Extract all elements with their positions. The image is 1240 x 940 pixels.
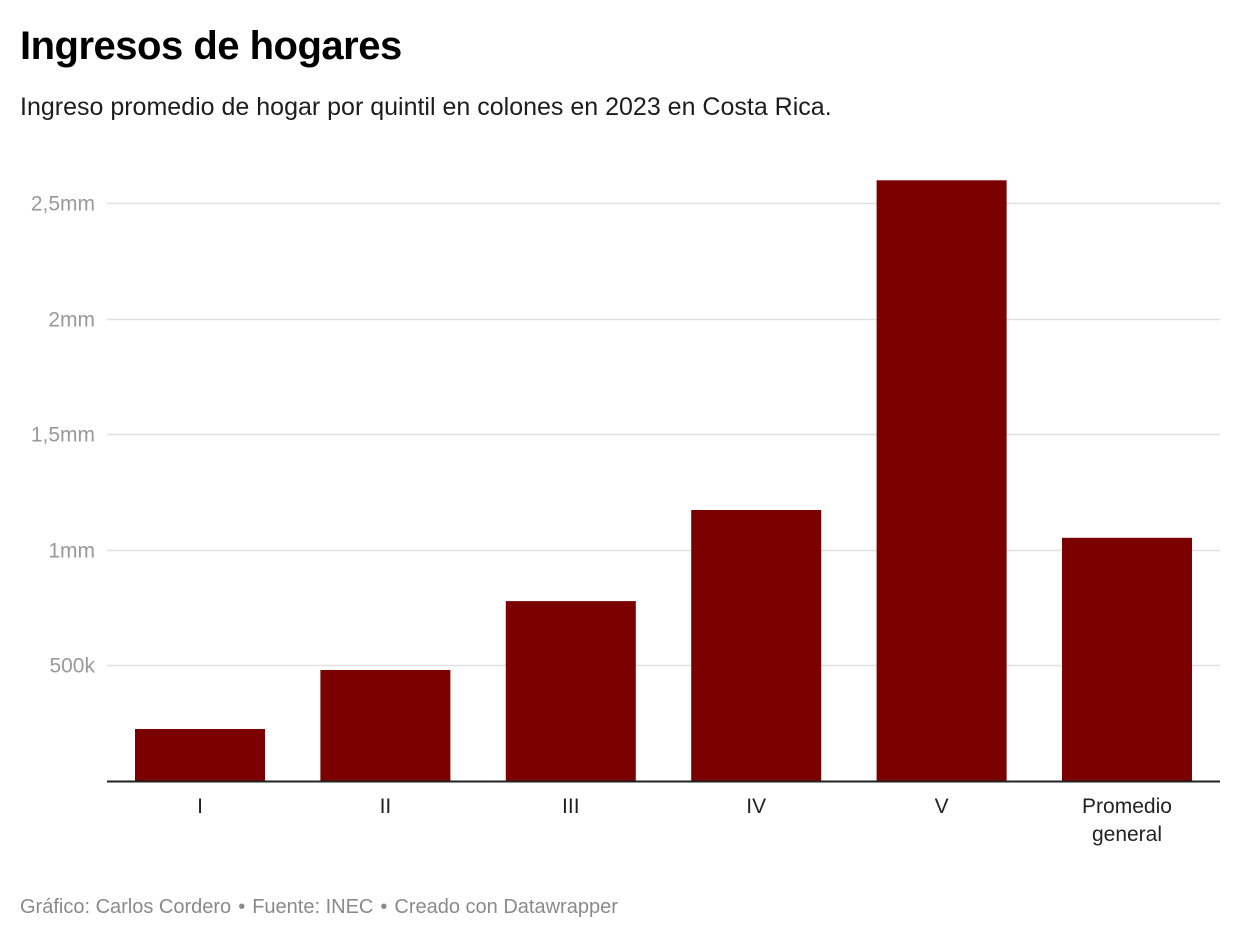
x-category-label-line: III (562, 795, 580, 818)
chart-subtitle: Ingreso promedio de hogar por quintil en… (20, 93, 832, 121)
chart-title: Ingresos de hogares (20, 24, 402, 68)
footer-source: Fuente: INEC (252, 896, 374, 918)
x-category-label: III (562, 795, 580, 818)
x-category-label: I (197, 795, 203, 818)
footer-tool: Creado con Datawrapper (394, 896, 618, 918)
bar (135, 729, 265, 781)
x-category-label-line: Promedio (1082, 795, 1172, 818)
x-category-label: V (935, 795, 949, 818)
footer-separator: • (380, 896, 388, 918)
y-tick-label: 500k (49, 655, 95, 678)
chart-footer: Gráfico: Carlos Cordero • Fuente: INEC • Cre… (20, 893, 618, 921)
bar (1062, 537, 1192, 781)
bars (135, 180, 1192, 782)
x-category-label: IV (746, 795, 766, 818)
y-tick-label: 1,5mm (31, 424, 95, 447)
y-tick-label: 2,5mm (31, 193, 95, 216)
x-category-label-line: I (197, 795, 203, 818)
x-category-label-line: V (935, 795, 949, 818)
y-tick-label: 1mm (48, 540, 95, 563)
bar (505, 601, 636, 781)
bar (320, 670, 451, 781)
x-category-label: Promedio general (1082, 795, 1172, 846)
x-category-label: II (380, 795, 392, 818)
y-axis-tick-labels: 500k 1mm 1,5mm 2mm 2,5mm (31, 193, 96, 678)
x-axis-category-labels: I II III IV V Promedio general (197, 795, 1172, 846)
grid-lines (107, 202, 1220, 667)
y-tick-label: 2mm (48, 309, 95, 332)
footer-credit: Gráfico: Carlos Cordero (20, 896, 232, 918)
x-category-label-line: II (380, 795, 392, 818)
bar (691, 510, 822, 781)
x-category-label-line: IV (746, 795, 766, 818)
bar (876, 180, 1007, 782)
x-category-label-line: general (1092, 823, 1162, 846)
footer-separator: • (238, 896, 246, 918)
